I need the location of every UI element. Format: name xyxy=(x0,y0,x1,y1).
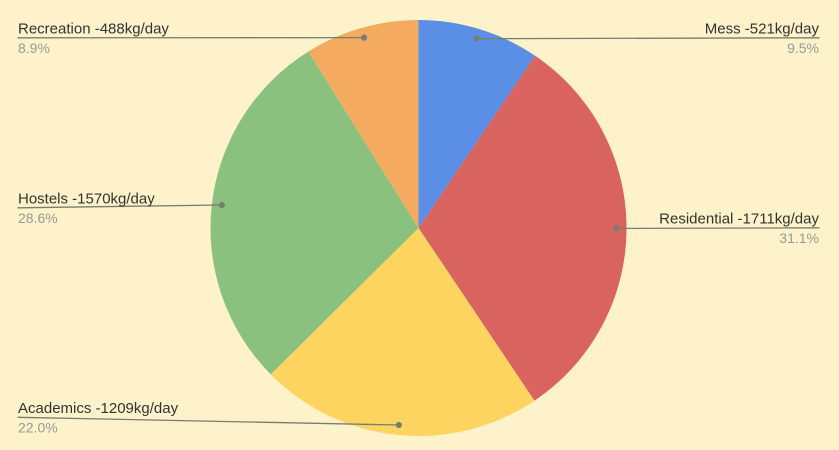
svg-text:Hostels -1570kg/day: Hostels -1570kg/day xyxy=(18,191,155,208)
svg-text:Mess -521kg/day: Mess -521kg/day xyxy=(705,21,820,38)
svg-text:Recreation -488kg/day: Recreation -488kg/day xyxy=(18,21,169,38)
svg-text:8.9%: 8.9% xyxy=(18,40,50,56)
svg-text:31.1%: 31.1% xyxy=(779,230,819,246)
svg-text:9.5%: 9.5% xyxy=(787,40,819,56)
svg-text:Academics -1209kg/day: Academics -1209kg/day xyxy=(18,400,179,417)
svg-text:22.0%: 22.0% xyxy=(18,420,58,436)
svg-text:28.6%: 28.6% xyxy=(18,210,58,226)
svg-text:Residential -1711kg/day: Residential -1711kg/day xyxy=(659,211,819,228)
